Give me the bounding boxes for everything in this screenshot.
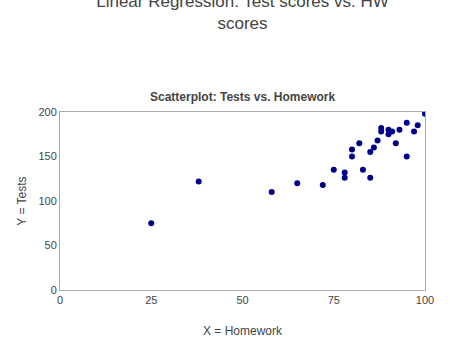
svg-text:200: 200 (38, 106, 56, 118)
svg-text:25: 25 (145, 294, 157, 306)
svg-text:Y = Tests: Y = Tests (15, 176, 29, 225)
svg-text:100: 100 (38, 195, 56, 207)
svg-text:50: 50 (236, 294, 248, 306)
svg-text:X = Homework: X = Homework (203, 324, 283, 338)
svg-text:Linear Regression: Test scores: Linear Regression: Test scores vs. HWsco… (96, 0, 389, 33)
svg-text:150: 150 (38, 150, 56, 162)
svg-text:50: 50 (45, 239, 57, 251)
svg-text:100: 100 (416, 294, 434, 306)
svg-text:0: 0 (51, 284, 57, 296)
svg-text:0: 0 (57, 294, 63, 306)
svg-text:75: 75 (328, 294, 340, 306)
svg-text:Scatterplot: Tests vs. Homewor: Scatterplot: Tests vs. Homework (150, 90, 335, 104)
